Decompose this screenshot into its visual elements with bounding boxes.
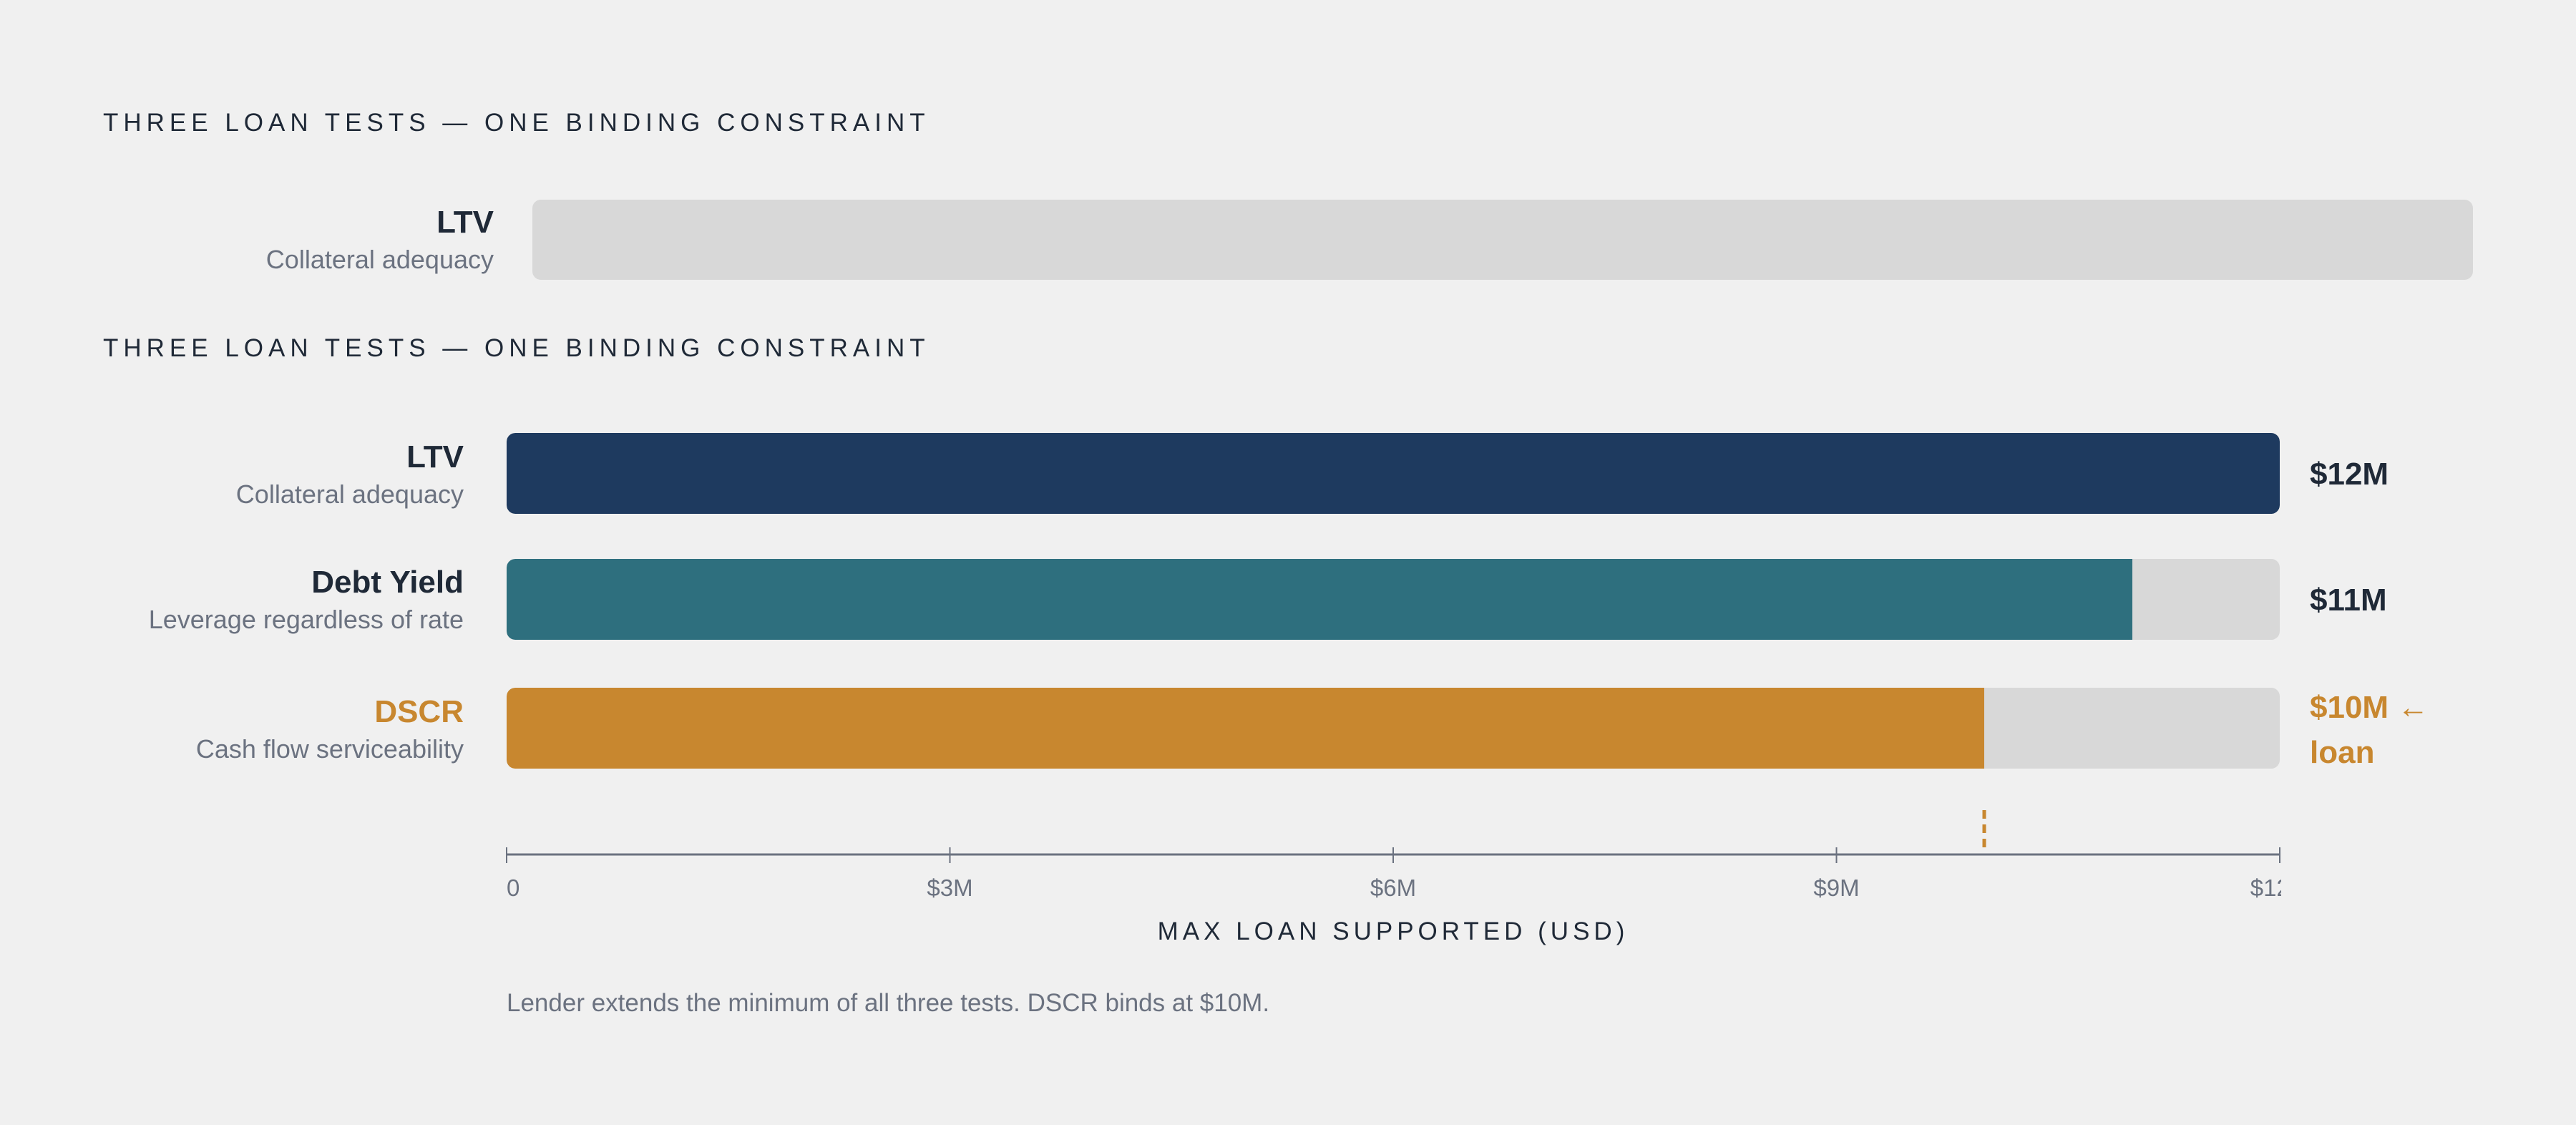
bar-debt-yield	[507, 559, 2132, 640]
row-label-ltv: LTV Collateral adequacy	[236, 437, 464, 512]
row-label-debt-yield: Debt Yield Leverage regardless of rate	[149, 562, 464, 637]
x-axis: 0 $3M $6M $9M $12M	[0, 802, 2576, 902]
bar-name: DSCR	[374, 694, 464, 729]
bar-track-debt-yield	[507, 559, 2280, 640]
chart-title: THREE LOAN TESTS — ONE BINDING CONSTRAIN…	[103, 334, 930, 362]
bar-track-dscr	[507, 688, 2280, 769]
x-tick-label: 0	[507, 875, 519, 901]
bar-track-ltv-top	[532, 200, 2473, 280]
bar-name: LTV	[436, 205, 494, 240]
bar-name: LTV	[406, 439, 464, 474]
row-label-dscr: DSCR Cash flow serviceability	[196, 692, 464, 766]
bar-name: Debt Yield	[311, 565, 464, 600]
x-tick-label: $6M	[1370, 875, 1416, 901]
chart-title-top: THREE LOAN TESTS — ONE BINDING CONSTRAIN…	[103, 109, 930, 137]
row-label-ltv-top: LTV Collateral adequacy	[266, 203, 494, 277]
value-label-ltv: $12M	[2310, 457, 2389, 492]
bar-dscr	[507, 688, 1984, 769]
bar-ltv	[507, 433, 2280, 514]
value-label-dscr-note: loan	[2310, 735, 2375, 770]
footnote: Lender extends the minimum of all three …	[507, 989, 1270, 1017]
x-tick-label: $3M	[927, 875, 972, 901]
bar-description: Cash flow serviceability	[195, 734, 464, 764]
x-tick-label: $9M	[1813, 875, 1859, 901]
value-label-debt-yield: $11M	[2310, 583, 2387, 618]
bar-track-ltv	[507, 433, 2280, 514]
bar-description: Collateral adequacy	[265, 245, 494, 274]
value-label-dscr: $10M ←	[2310, 690, 2429, 725]
x-axis-title: MAX LOAN SUPPORTED (USD)	[1157, 917, 1629, 945]
x-tick-label: $12M	[2250, 875, 2310, 901]
bar-description: Collateral adequacy	[235, 479, 464, 509]
bar-description: Leverage regardless of rate	[148, 605, 464, 634]
